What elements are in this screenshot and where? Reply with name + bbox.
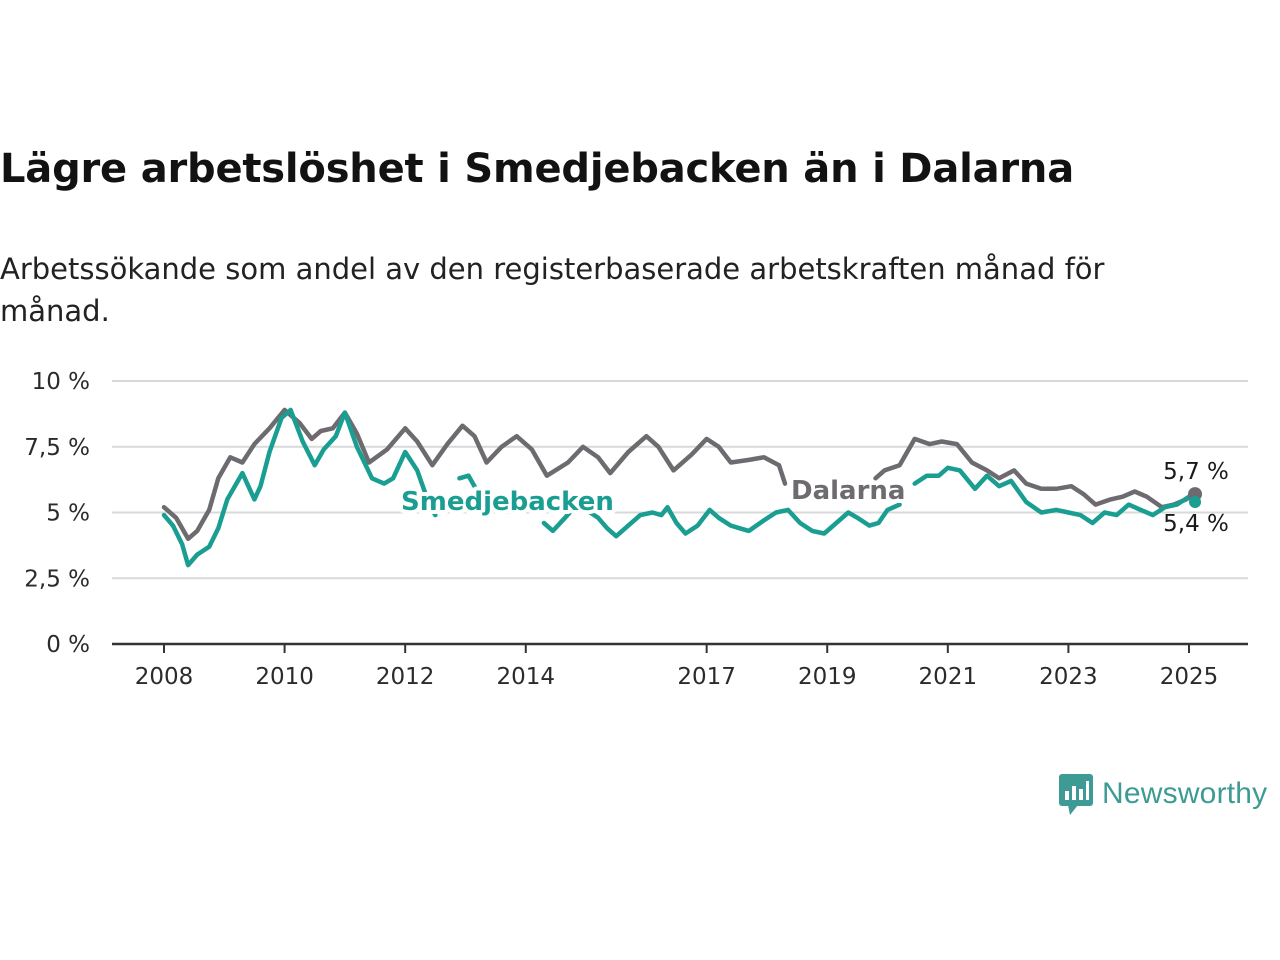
series-line-smedjebacken — [541, 502, 902, 539]
chart-title: Lägre arbetslöshet i Smedjebacken än i D… — [0, 146, 1075, 192]
series-label-smedjebacken: Smedjebacken — [401, 487, 614, 517]
y-axis-ticks: 0 % 2,5 % 5 % 7,5 % 10 % — [24, 369, 90, 658]
y-tick-label: 5 % — [46, 501, 90, 527]
series-label-dalarna-halo: Dalarna — [791, 476, 905, 506]
end-label-dalarna: 5,7 % — [1163, 459, 1229, 485]
series-line-smedjebacken — [457, 473, 489, 518]
y-tick-label: 7,5 % — [24, 435, 90, 461]
chart-subtitle: Arbetssökande som andel av den registerb… — [0, 252, 1105, 328]
y-tick-label: 2,5 % — [24, 566, 90, 592]
y-tick-label: 10 % — [32, 369, 90, 395]
x-tick-label: 2014 — [496, 664, 555, 690]
brand-name: Newsworthy — [1102, 777, 1268, 810]
end-label-smedjebacken: 5,4 % — [1163, 511, 1229, 537]
series-lines — [161, 407, 1203, 568]
series-line-dalarna — [161, 407, 788, 542]
x-tick-label: 2008 — [135, 664, 194, 690]
series-line-smedjebacken — [912, 465, 1198, 526]
series-label-smedjebacken-halo: Smedjebacken — [401, 487, 614, 517]
series-line-dalarna — [873, 436, 1198, 510]
series-line-smedjebacken — [161, 407, 438, 568]
x-tick-label: 2017 — [677, 664, 736, 690]
series-label-dalarna: Dalarna — [791, 476, 905, 506]
x-tick-label: 2019 — [798, 664, 857, 690]
x-axis: 2008 2010 2012 2014 2017 2019 2021 2023 2025 — [112, 642, 1248, 690]
x-tick-label: 2025 — [1160, 664, 1219, 690]
end-marker-smedjebacken — [1189, 495, 1202, 508]
gridlines — [112, 380, 1248, 580]
x-tick-label: 2023 — [1039, 664, 1098, 690]
newsworthy-logo-icon — [1059, 774, 1093, 815]
y-tick-label: 0 % — [46, 632, 90, 658]
x-tick-label: 2021 — [919, 664, 978, 690]
brand-logo: Newsworthy — [1058, 772, 1267, 816]
x-tick-label: 2012 — [376, 664, 435, 690]
x-tick-label: 2010 — [255, 664, 314, 690]
